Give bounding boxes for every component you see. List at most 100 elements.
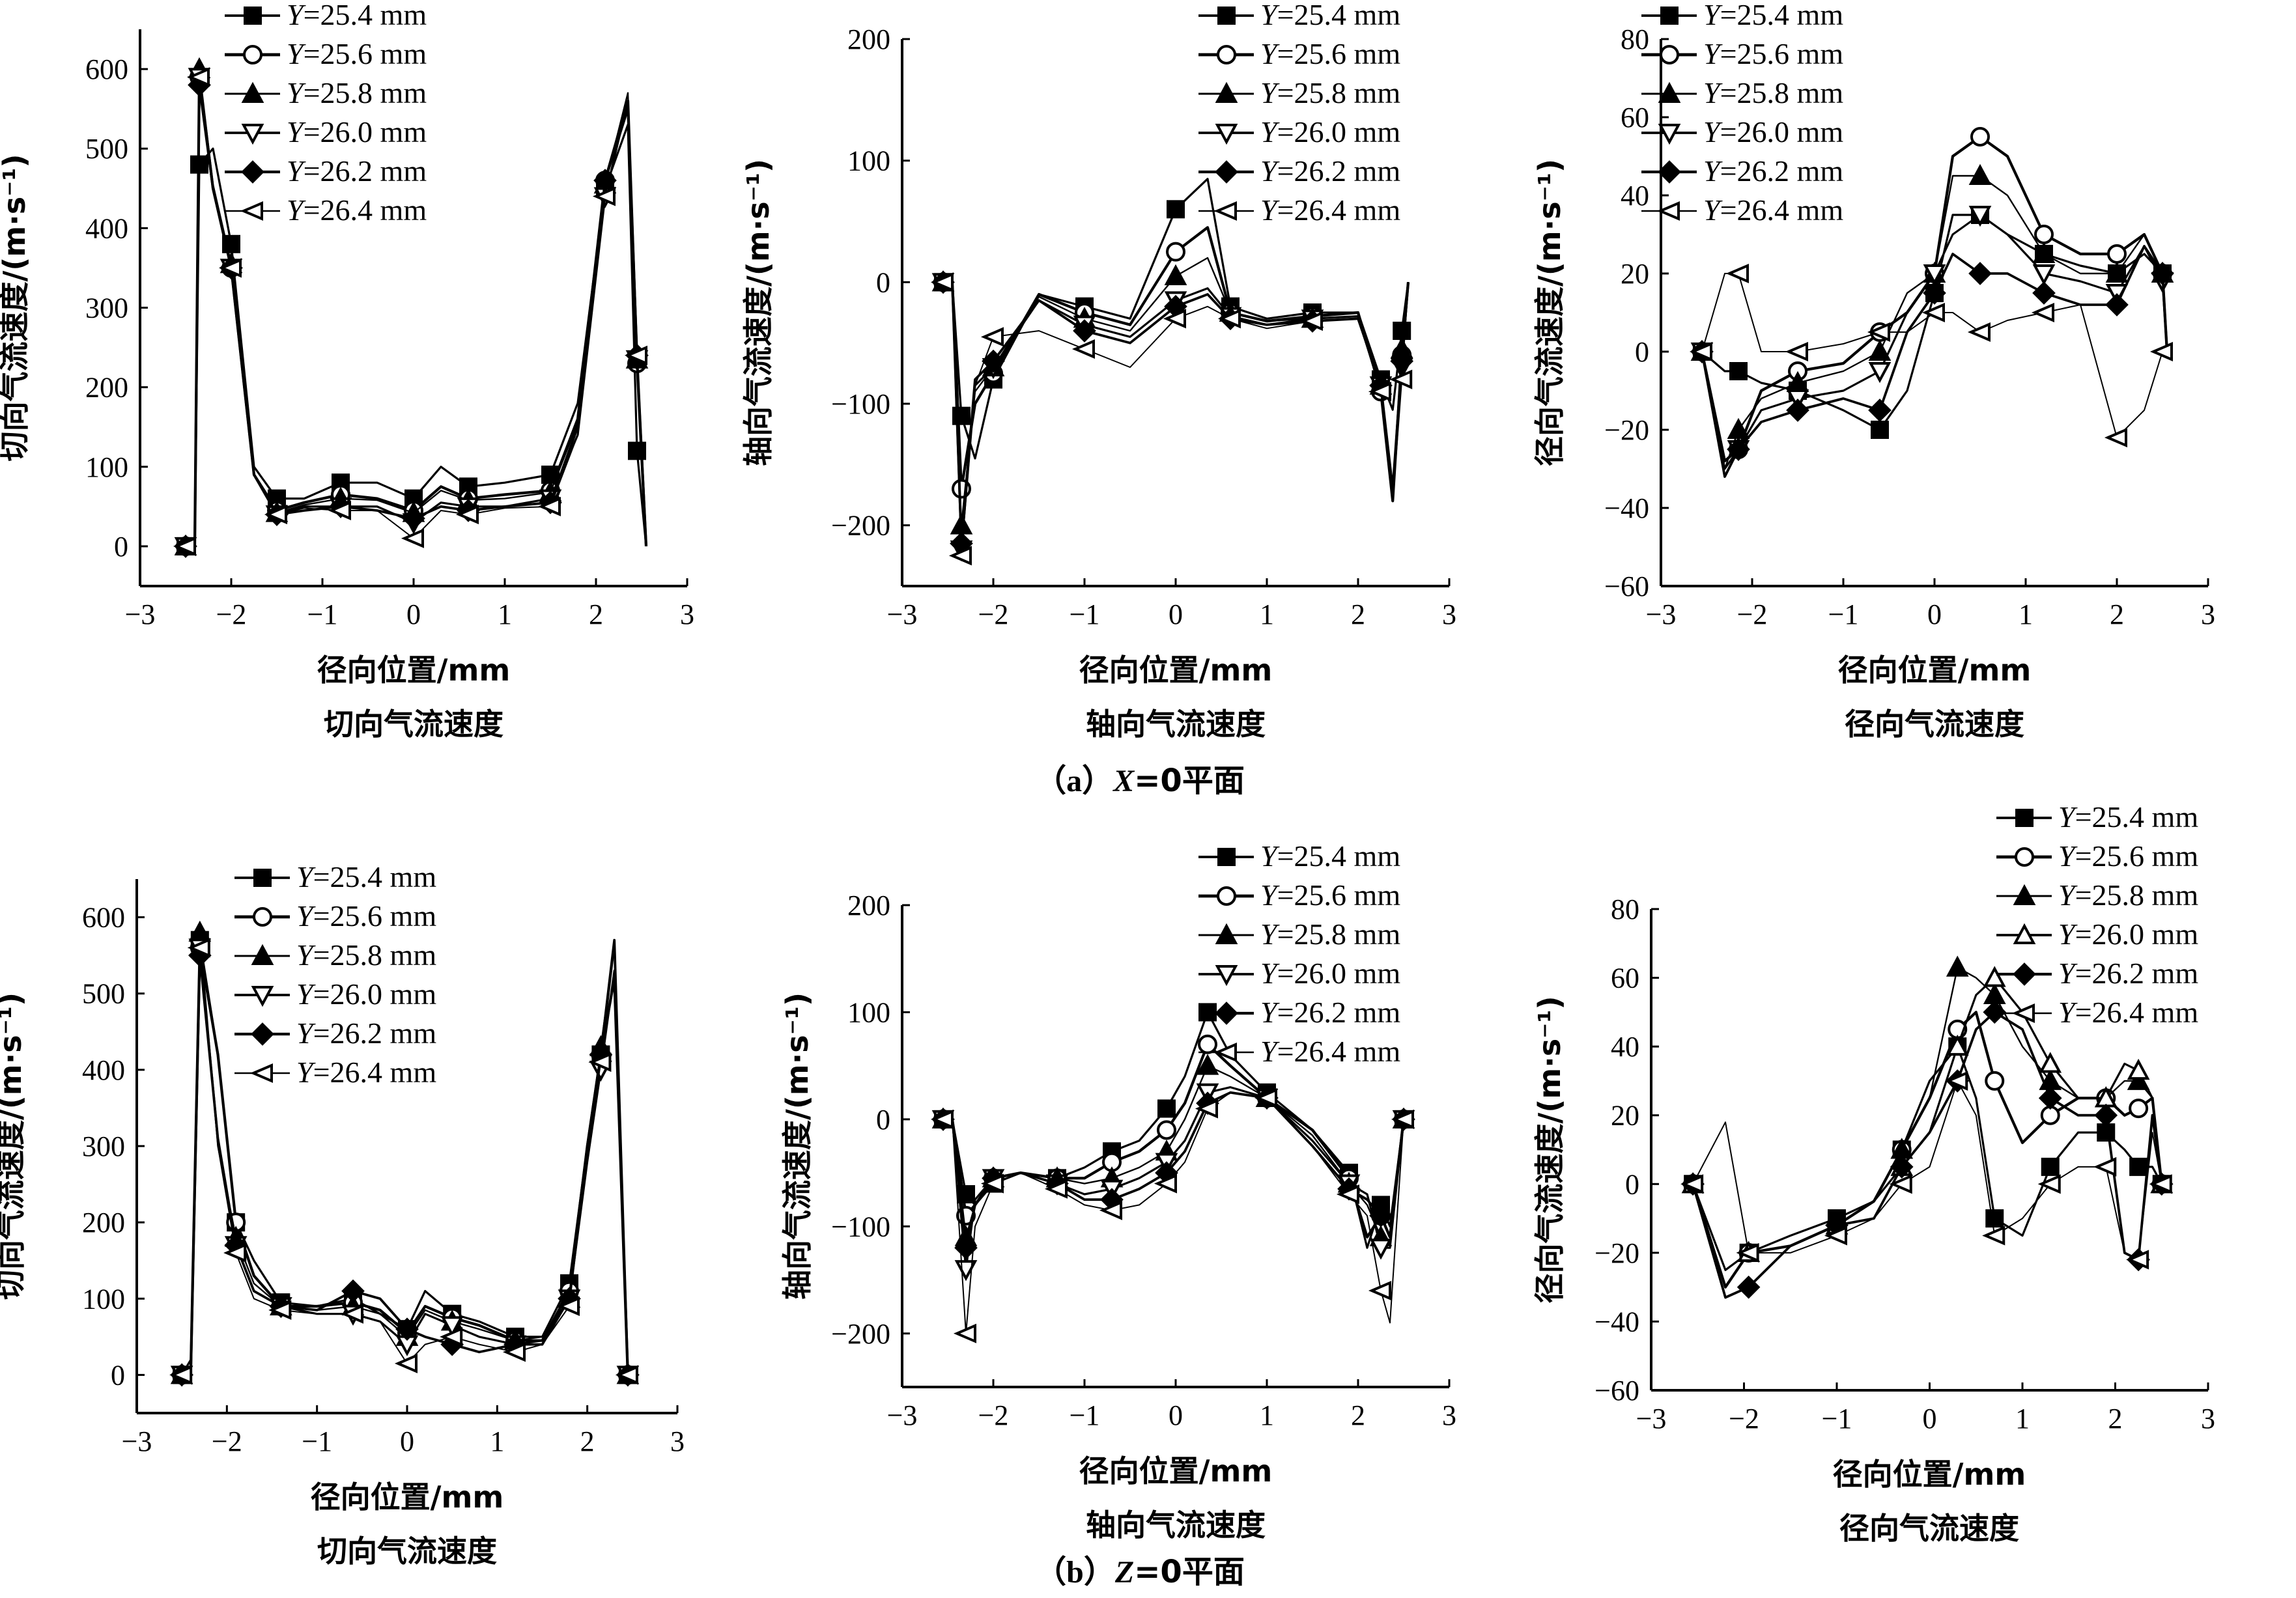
y-tick-label: 0	[876, 1104, 890, 1136]
x-tick-label: 3	[670, 1425, 685, 1457]
series-2	[933, 226, 1412, 503]
data-point	[1071, 339, 1095, 359]
y-tick-label: −40	[1604, 492, 1649, 524]
data-point	[1195, 1099, 1218, 1119]
x-tick-label: −1	[1822, 1403, 1852, 1435]
series-1	[177, 124, 647, 555]
chart-title: 径向气流速度	[1839, 1511, 2019, 1546]
legend-label: Y=25.4 mm	[1260, 839, 1400, 873]
x-tick-label: −1	[1070, 598, 1100, 630]
series-line	[943, 281, 1409, 557]
data-point	[1368, 1280, 1391, 1301]
data-point	[615, 1365, 638, 1385]
x-tick-label: 1	[1260, 1399, 1274, 1431]
data-point	[1921, 302, 1945, 323]
data-point	[2105, 261, 2129, 283]
x-tick-label: 3	[2201, 1403, 2215, 1435]
data-point	[2039, 1052, 2062, 1073]
x-tick-label: 0	[1923, 1403, 1937, 1435]
y-tick-label: 40	[1611, 1031, 1639, 1063]
data-point	[1967, 322, 1991, 343]
data-point	[1824, 1226, 1847, 1246]
data-point	[1368, 382, 1391, 402]
legend-marker	[2015, 809, 2034, 827]
x-tick-label: −3	[122, 1425, 152, 1457]
data-point	[1157, 1099, 1176, 1118]
chart-title: 切向气流速度	[317, 1534, 497, 1569]
legend-marker	[1658, 124, 1681, 145]
legend-label: Y=26.4 mm	[1260, 1035, 1400, 1068]
data-point	[2041, 1157, 2060, 1176]
x-tick-label: 0	[1169, 598, 1183, 630]
legend-marker	[1215, 1002, 1238, 1025]
legend-marker	[241, 160, 264, 184]
legend-label: Y=25.6 mm	[1260, 37, 1400, 70]
y-tick-label: 0	[876, 266, 890, 298]
y-tick-label: 200	[82, 1207, 125, 1239]
series-6	[173, 67, 647, 556]
y-tick-label: 300	[85, 292, 128, 324]
x-tick-label: −3	[887, 598, 918, 630]
data-point	[1923, 264, 1946, 286]
series-6	[930, 1087, 1414, 1343]
data-point	[2093, 1156, 2117, 1177]
series-line	[186, 76, 647, 547]
data-point	[187, 938, 210, 958]
data-point	[2107, 244, 2127, 264]
x-tick-label: −2	[1729, 1403, 1759, 1435]
legend-label: Y=25.6 mm	[296, 899, 436, 932]
x-axis-label: 径向位置/mm	[1833, 1457, 2026, 1492]
data-point	[537, 496, 561, 516]
data-point	[1786, 399, 1809, 422]
data-point	[1868, 362, 1892, 384]
data-point	[1890, 1155, 1914, 1179]
legend-label: Y=25.8 mm	[296, 938, 436, 972]
y-tick-label: −100	[831, 388, 890, 420]
x-tick-label: −2	[978, 598, 1009, 630]
data-point	[2097, 1123, 2116, 1142]
legend-marker	[1658, 81, 1681, 103]
x-tick-label: 3	[1442, 1399, 1456, 1431]
data-point	[982, 349, 1005, 373]
legend-label: Y=26.0 mm	[1703, 115, 1843, 148]
y-tick-label: −60	[1594, 1375, 1639, 1407]
y-tick-label: 20	[1621, 258, 1649, 290]
legend: Y=25.4 mm Y=25.6 mm Y=25.8 mm Y=26.0 mm Y=26…	[234, 860, 436, 1089]
data-point	[1299, 311, 1323, 331]
y-tick-label: 200	[847, 890, 890, 921]
data-point	[223, 1242, 247, 1263]
y-tick-label: −100	[831, 1211, 890, 1242]
legend-label: Y=25.4 mm	[287, 0, 427, 31]
data-point	[1044, 1179, 1068, 1199]
y-tick-label: 500	[82, 978, 125, 1010]
data-point	[2129, 1099, 2149, 1119]
legend-marker	[2011, 1003, 2035, 1024]
data-point	[1254, 1087, 1277, 1108]
data-point	[340, 1304, 363, 1324]
data-point	[1729, 362, 1748, 380]
series-line	[181, 938, 632, 1377]
data-point	[1725, 263, 1749, 284]
data-point	[2151, 262, 2174, 285]
legend-label: Y=26.0 mm	[1260, 957, 1400, 990]
series-4	[1690, 206, 2174, 470]
legend-marker	[1213, 1042, 1237, 1063]
x-tick-label: −3	[1636, 1403, 1667, 1435]
data-point	[1736, 1275, 1761, 1299]
y-tick-label: 400	[82, 1054, 125, 1086]
y-tick-label: 20	[1611, 1100, 1639, 1132]
x-tick-label: 0	[1927, 598, 1942, 630]
data-point	[556, 1296, 580, 1317]
y-tick-label: −40	[1594, 1306, 1639, 1338]
y-tick-label: −200	[831, 1318, 890, 1350]
legend-label: Y=26.4 mm	[1703, 193, 1843, 227]
legend-label: Y=26.4 mm	[296, 1056, 436, 1089]
data-point	[980, 1173, 1004, 1194]
data-point	[1163, 309, 1186, 329]
data-point	[440, 1316, 464, 1338]
legend-marker	[241, 81, 264, 103]
data-point	[264, 505, 287, 525]
data-point	[2127, 1058, 2150, 1080]
x-tick-label: 3	[680, 598, 694, 630]
